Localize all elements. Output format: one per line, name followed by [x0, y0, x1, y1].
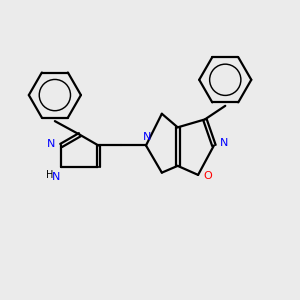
- Text: H: H: [46, 170, 53, 180]
- Text: N: N: [220, 138, 228, 148]
- Text: N: N: [143, 132, 151, 142]
- Text: O: O: [204, 171, 212, 181]
- Text: N: N: [47, 139, 56, 149]
- Text: N: N: [52, 172, 60, 182]
